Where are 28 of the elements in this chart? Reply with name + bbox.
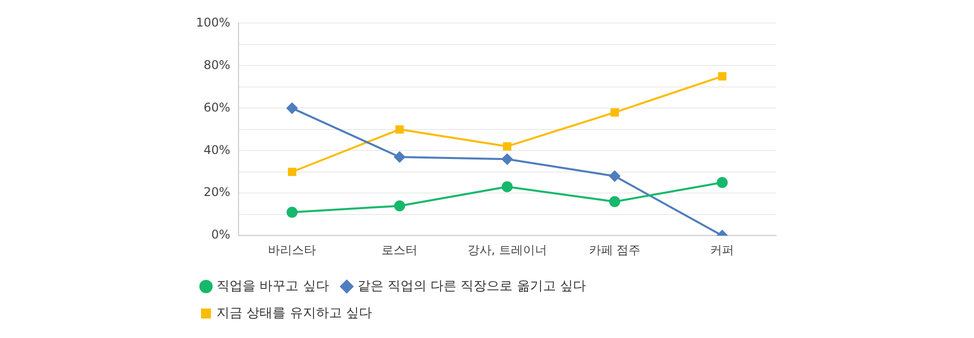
point [502,154,513,165]
point [395,125,404,134]
point [286,102,298,114]
y-tick-label: 20% [204,185,230,200]
y-tick-label: 60% [204,100,230,114]
x-tick-label: 강사, 트레이너 [467,242,547,257]
legend-label: 같은 직업의 다른 직장으로 옮기고 싶다 [357,278,586,294]
point [502,181,513,192]
point [609,196,620,208]
x-tick-label: 바리스타 [268,242,316,257]
y-tick-label: 100% [196,15,230,30]
x-tick-label: 로스터 [382,242,418,257]
point [502,142,512,151]
point [288,168,296,176]
x-tick-label: 카페 점주 [588,242,641,257]
point [286,206,298,218]
y-tick-label: 80% [204,58,230,72]
y-tick-label: 40% [204,142,230,157]
point [609,170,620,182]
point [716,177,728,188]
y-tick-label: 0% [211,228,230,242]
point [394,152,406,163]
point [610,108,619,117]
legend-label: 직업을 바꾸고 싶다 [216,278,329,294]
point [718,72,726,80]
x-tick-label: 커퍼 [710,242,734,257]
legend-label: 지금 상태를 유지하고 싶다 [216,306,372,321]
point [394,200,406,212]
